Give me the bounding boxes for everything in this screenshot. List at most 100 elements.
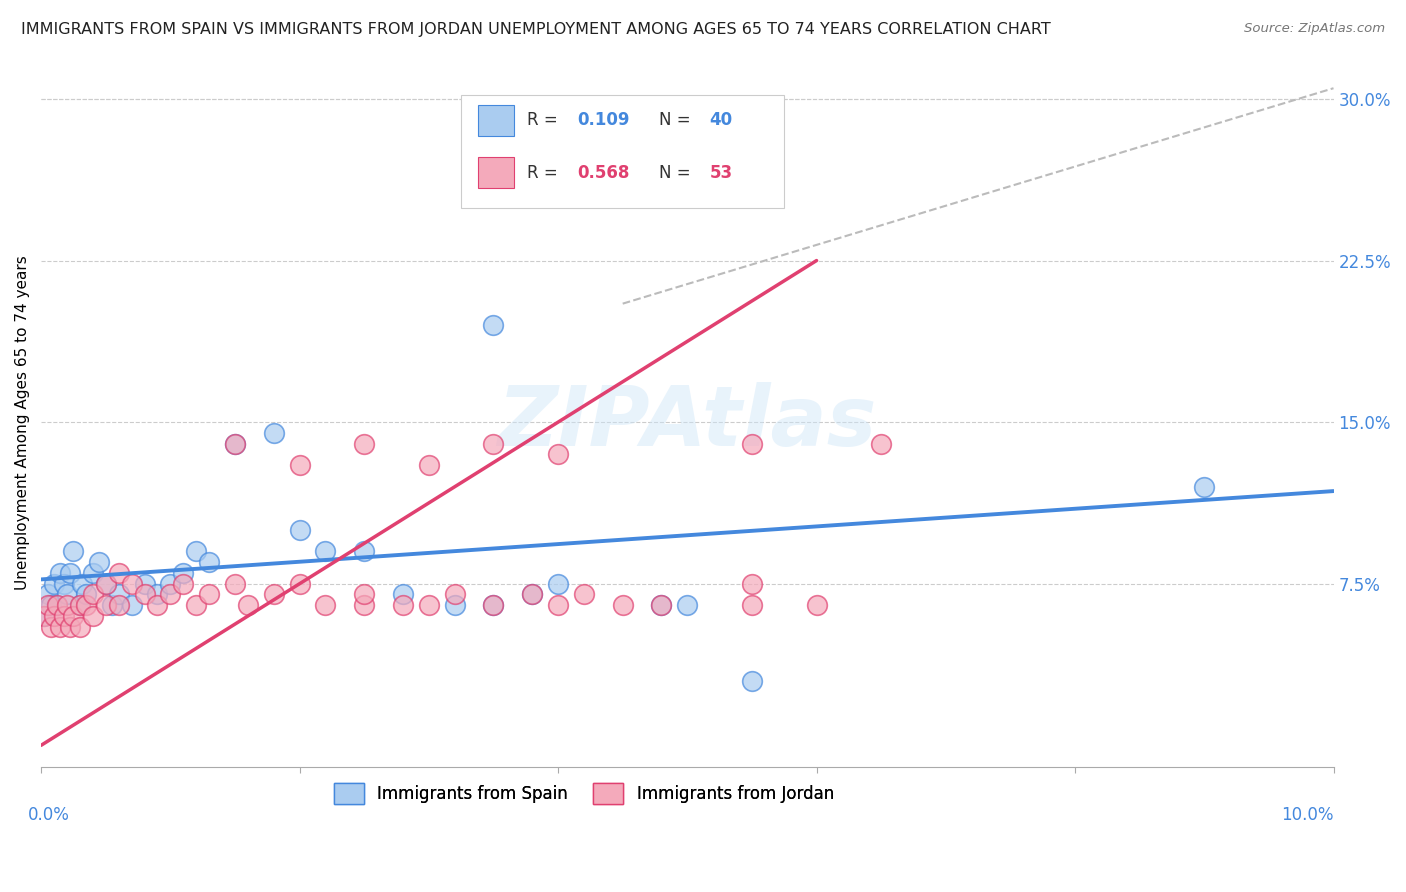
Point	[94, 599, 117, 613]
Point	[198, 587, 221, 601]
Point	[53, 576, 76, 591]
Point	[62, 544, 84, 558]
Point	[650, 599, 672, 613]
Text: IMMIGRANTS FROM SPAIN VS IMMIGRANTS FROM JORDAN UNEMPLOYMENT AMONG AGES 65 TO 74: IMMIGRANTS FROM SPAIN VS IMMIGRANTS FROM…	[21, 22, 1050, 37]
Point	[741, 673, 763, 688]
Point	[522, 587, 544, 601]
Legend: Immigrants from Spain, Immigrants from Jordan: Immigrants from Spain, Immigrants from J…	[328, 777, 841, 810]
Point	[612, 599, 634, 613]
Point	[314, 544, 336, 558]
Point	[107, 566, 129, 580]
Point	[45, 599, 67, 613]
Point	[547, 599, 569, 613]
Y-axis label: Unemployment Among Ages 65 to 74 years: Unemployment Among Ages 65 to 74 years	[15, 255, 30, 590]
Point	[37, 587, 59, 601]
Point	[56, 587, 79, 601]
Point	[75, 599, 97, 613]
Point	[676, 599, 699, 613]
Point	[263, 425, 285, 440]
Point	[353, 544, 375, 558]
Point	[121, 576, 143, 591]
Point	[547, 576, 569, 591]
Text: 0.109: 0.109	[578, 112, 630, 129]
Point	[172, 576, 194, 591]
Text: 0.568: 0.568	[578, 163, 630, 182]
Point	[89, 555, 111, 569]
Point	[69, 599, 91, 613]
Point	[107, 587, 129, 601]
Point	[224, 436, 246, 450]
FancyBboxPatch shape	[478, 105, 515, 136]
Point	[288, 576, 311, 591]
Point	[56, 599, 79, 613]
Point	[146, 587, 169, 601]
Point	[741, 599, 763, 613]
Point	[186, 599, 208, 613]
Point	[69, 599, 91, 613]
Point	[186, 544, 208, 558]
Point	[288, 458, 311, 473]
Point	[69, 620, 91, 634]
Point	[146, 599, 169, 613]
Point	[58, 566, 80, 580]
Point	[32, 609, 55, 624]
Point	[42, 576, 65, 591]
Point	[741, 576, 763, 591]
Point	[572, 587, 595, 601]
Point	[263, 587, 285, 601]
Point	[482, 599, 505, 613]
Text: Source: ZipAtlas.com: Source: ZipAtlas.com	[1244, 22, 1385, 36]
Point	[82, 587, 104, 601]
Point	[94, 576, 117, 591]
Point	[49, 620, 72, 634]
Point	[41, 620, 63, 634]
Point	[134, 587, 156, 601]
Point	[392, 587, 415, 601]
Point	[62, 609, 84, 624]
Text: R =: R =	[527, 163, 562, 182]
Point	[353, 436, 375, 450]
Point	[650, 599, 672, 613]
Point	[522, 587, 544, 601]
Point	[159, 576, 181, 591]
Point	[198, 555, 221, 569]
Point	[94, 576, 117, 591]
Point	[37, 599, 59, 613]
Text: 0.0%: 0.0%	[28, 805, 70, 823]
Point	[236, 599, 259, 613]
Point	[392, 599, 415, 613]
Point	[82, 566, 104, 580]
Point	[443, 587, 465, 601]
FancyBboxPatch shape	[461, 95, 785, 209]
Point	[121, 599, 143, 613]
Point	[32, 609, 55, 624]
Text: ZIPAtlas: ZIPAtlas	[498, 382, 877, 463]
FancyBboxPatch shape	[478, 157, 515, 187]
Point	[314, 599, 336, 613]
Text: N =: N =	[659, 112, 696, 129]
Text: 10.0%: 10.0%	[1281, 805, 1333, 823]
Point	[443, 599, 465, 613]
Point	[870, 436, 893, 450]
Text: R =: R =	[527, 112, 562, 129]
Text: 40: 40	[709, 112, 733, 129]
Point	[547, 447, 569, 461]
Point	[49, 566, 72, 580]
Point	[42, 609, 65, 624]
Point	[482, 318, 505, 333]
Point	[72, 576, 94, 591]
Point	[482, 599, 505, 613]
Point	[353, 599, 375, 613]
Point	[224, 576, 246, 591]
Point	[134, 576, 156, 591]
Point	[288, 523, 311, 537]
Point	[159, 587, 181, 601]
Point	[482, 436, 505, 450]
Point	[45, 599, 67, 613]
Point	[224, 436, 246, 450]
Text: 53: 53	[709, 163, 733, 182]
Point	[806, 599, 828, 613]
Text: N =: N =	[659, 163, 696, 182]
Point	[418, 599, 440, 613]
Point	[107, 599, 129, 613]
